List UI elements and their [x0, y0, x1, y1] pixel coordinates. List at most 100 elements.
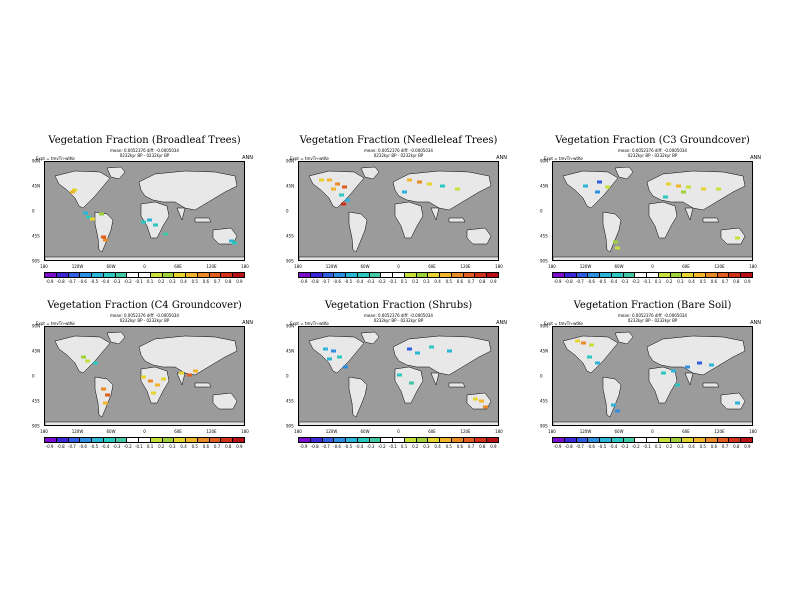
season-label: ANN — [496, 155, 507, 161]
longitude-tick-label: 120E — [206, 429, 217, 434]
colorbar-tick-label: -0.7 — [322, 279, 330, 284]
anomaly-patch — [72, 188, 77, 192]
anomaly-patch — [611, 403, 616, 407]
colorbar-swatch — [694, 273, 706, 277]
colorbar-swatch — [334, 438, 347, 442]
colorbar-tick-label: 0.1 — [146, 279, 154, 284]
land-north-america — [308, 170, 365, 209]
land-south-america — [602, 211, 622, 253]
colorbar-swatch — [670, 438, 683, 442]
colorbar-swatch — [741, 273, 753, 277]
colorbar-swatch — [428, 273, 441, 277]
land-north-america — [308, 335, 365, 374]
land-eurasia — [392, 335, 492, 376]
land-antarctica — [299, 421, 498, 425]
colorbar-tick-label: -0.4 — [609, 444, 618, 449]
land-antarctica — [45, 256, 244, 260]
anomaly-patch — [701, 187, 706, 191]
anomaly-patch — [407, 178, 412, 182]
colorbar-swatch — [404, 273, 417, 277]
colorbar-swatch — [80, 438, 93, 442]
map-panel-3: Vegetation Fraction (C3 Groundcover) mea… — [540, 135, 765, 295]
land-islands — [194, 217, 212, 223]
colorbar-swatch — [717, 273, 730, 277]
colorbar-tick-label: 0.1 — [146, 444, 154, 449]
colorbar-tick-label: 0.8 — [225, 444, 232, 449]
land-south-america — [602, 376, 622, 418]
panel-period: 0232kyr BP - 0232kyr BP — [627, 318, 678, 323]
colorbar-tick-label: -0.6 — [587, 279, 595, 284]
colorbar-tick-label: 0.6 — [456, 279, 464, 284]
colorbar-tick-label: -0.9 — [45, 444, 54, 449]
colorbar-swatch — [209, 438, 222, 442]
colorbar-swatch — [174, 438, 187, 442]
colorbar-swatch — [381, 273, 394, 277]
colorbar-labels: -0.9 -0.8 -0.7 -0.6 -0.5 -0.4 -0.3 -0.2 -0.1 0.1 0… — [552, 444, 753, 450]
colorbar-tick-label: -0.4 — [355, 444, 364, 449]
colorbar-swatch — [221, 273, 234, 277]
land-greenland — [614, 331, 634, 345]
latitude-tick-label: 0 — [540, 373, 543, 379]
panel-stats: mean: 0.0052376 diff: -0.0005034 — [110, 148, 179, 153]
colorbar-tick-label: -0.6 — [333, 444, 341, 449]
anomaly-patch — [86, 215, 91, 219]
world-map-svg — [553, 166, 752, 260]
land-india — [684, 207, 694, 221]
colorbar-tick-label: -0.3 — [620, 279, 629, 284]
colorbar-tick-label: 0.9 — [744, 444, 751, 449]
colorbar-swatch — [670, 273, 683, 277]
colorbar-swatch — [322, 438, 335, 442]
anomaly-patches — [81, 355, 198, 405]
colorbar-swatch — [623, 438, 636, 442]
colorbar-tick-label: -0.2 — [377, 279, 386, 284]
colorbar-swatch — [369, 273, 382, 277]
colorbar-tick-label: 0.1 — [654, 279, 662, 284]
colorbar-swatch — [564, 273, 577, 277]
season-label: ANN — [242, 155, 253, 161]
anomaly-patch — [93, 361, 98, 365]
colorbar-tick-label: -0.8 — [564, 444, 573, 449]
world-map-svg — [45, 331, 244, 425]
land-africa — [648, 366, 678, 404]
anomaly-patch — [686, 185, 691, 189]
colorbar-swatch — [451, 438, 464, 442]
anomaly-patch — [342, 185, 347, 189]
colorbar-tick-label: 0.5 — [699, 279, 706, 284]
latitude-tick-label: 90N — [32, 158, 41, 164]
colorbar-tick-label: 0.6 — [202, 444, 210, 449]
anomaly-patches — [319, 178, 460, 206]
land-india — [176, 207, 186, 221]
colorbar-swatch — [150, 273, 163, 277]
colorbar-tick-label: 0.5 — [445, 279, 452, 284]
colorbar-tick-label: -0.8 — [310, 444, 319, 449]
world-map — [44, 326, 245, 426]
latitude-tick-label: 90S — [540, 258, 548, 264]
longitude-tick-label: 120E — [714, 264, 725, 269]
anomaly-patch — [587, 355, 592, 359]
colorbar-tick-label: -0.6 — [79, 279, 87, 284]
anomaly-patch — [597, 180, 602, 184]
experiment-label: Expt = tmvTn-wtKe — [544, 321, 583, 326]
colorbar-swatch — [393, 438, 405, 442]
colorbar-tick-label: -0.7 — [68, 279, 76, 284]
longitude-tick-label: 180 — [294, 429, 302, 434]
latitude-tick-label: 45S — [286, 233, 294, 239]
latitude-tick-label: 90N — [32, 323, 41, 329]
land-africa — [394, 201, 424, 239]
anomaly-patch — [319, 178, 324, 182]
colorbar-swatch — [451, 273, 464, 277]
colorbar-swatch — [68, 273, 81, 277]
colorbar-tick-label: -0.5 — [344, 444, 353, 449]
latitude-tick-label: 45S — [32, 233, 40, 239]
colorbar-swatch — [553, 273, 565, 277]
colorbar-tick-label: 0.1 — [654, 444, 662, 449]
longitude-tick-label: 60W — [614, 264, 624, 269]
land-south-america — [94, 211, 114, 253]
map-area — [298, 326, 499, 426]
panel-title: Vegetation Fraction (Broadleaf Trees) — [48, 135, 241, 146]
colorbar-swatch — [463, 273, 476, 277]
colorbar-tick-label: 0.4 — [688, 444, 695, 449]
colorbar-swatch — [463, 438, 476, 442]
colorbar-swatch — [197, 438, 210, 442]
season-label: ANN — [242, 320, 253, 326]
